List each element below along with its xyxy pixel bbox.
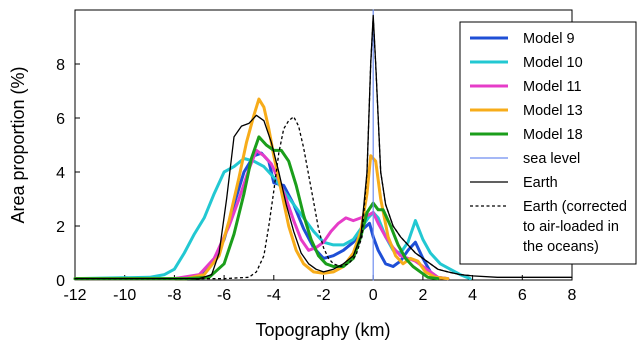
y-tick-label: 0: [56, 273, 65, 290]
y-tick-label: 8: [56, 57, 65, 74]
x-tick-label: -12: [63, 287, 86, 304]
y-axis-label: Area proportion (%): [8, 66, 28, 223]
legend-label: Earth: [523, 175, 558, 191]
x-tick-label: -10: [113, 287, 136, 304]
legend-label: Model 10: [523, 55, 583, 71]
legend-label: Model 18: [523, 127, 583, 143]
series-line-model-13: [73, 97, 450, 281]
y-axis: 0 2 4 6 8: [56, 57, 80, 290]
legend-items: Model 9 Model 10 Model 11 Model 13 Model 18 s…: [470, 31, 627, 255]
x-tick-label: -2: [316, 287, 330, 304]
series-line-model-9: [73, 151, 450, 281]
x-tick-label: 6: [518, 287, 527, 304]
legend-label: Model 13: [523, 103, 583, 119]
x-tick-label: -8: [167, 287, 181, 304]
x-tick-label: 4: [468, 287, 477, 304]
y-tick-label: 6: [56, 111, 65, 128]
series-line-model-11: [73, 148, 450, 281]
legend-label: Earth (corrected: [523, 199, 627, 215]
series-lines: [73, 9, 573, 281]
series-line-earth-corrected-to-air-loaded-in-the-oceans: [75, 17, 473, 280]
y-tick-label: 2: [56, 219, 65, 236]
series-line-model-18: [73, 135, 440, 281]
plot-area: -12 -10 -8 -6 -4 -2 0 2 4 6 8 0 2 4 6 8: [56, 9, 577, 304]
legend-label: the oceans): [523, 239, 599, 255]
legend-label: Model 11: [523, 79, 582, 95]
x-axis-label: Topography (km): [255, 320, 390, 340]
y-tick-label: 4: [56, 165, 65, 182]
legend: Model 9 Model 10 Model 11 Model 13 Model 18 s…: [459, 21, 637, 265]
x-tick-label: 8: [568, 287, 577, 304]
legend-label: Model 9: [523, 31, 575, 47]
x-tick-label: 0: [369, 287, 378, 304]
x-tick-label: 2: [418, 287, 427, 304]
x-tick-label: -6: [217, 287, 231, 304]
legend-label: sea level: [523, 151, 580, 167]
x-tick-label: -4: [267, 287, 281, 304]
x-axis: -12 -10 -8 -6 -4 -2 0 2 4 6 8: [63, 275, 577, 304]
legend-label: to air-loaded in: [523, 219, 619, 235]
